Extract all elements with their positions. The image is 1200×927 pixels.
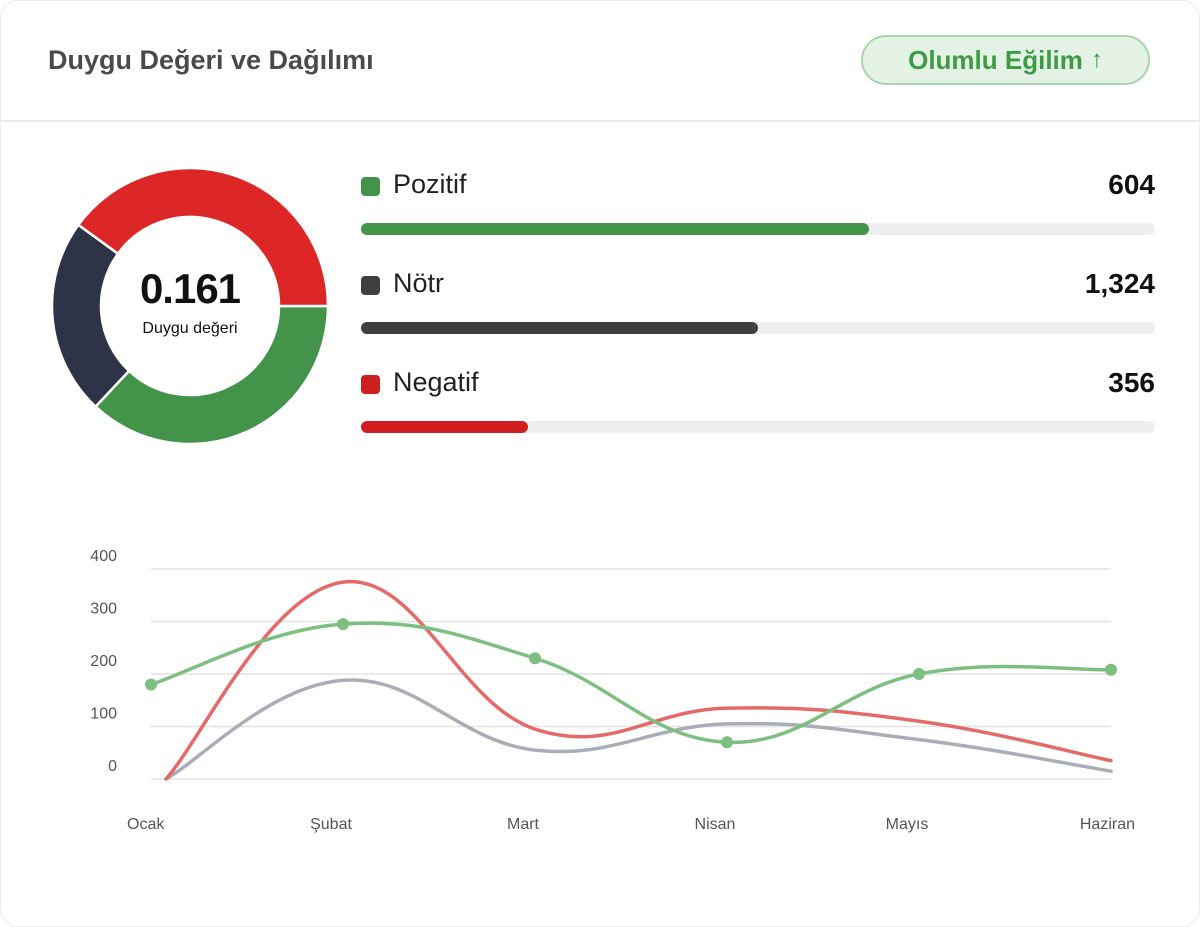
positive-label: Pozitif — [393, 169, 467, 199]
negative-bar-fill — [361, 421, 528, 433]
distribution-row-positive: Pozitif 604 — [361, 169, 1155, 239]
monthly-sentiment-line-chart: 0 100 200 300 400 Ocak Şubat Mart Nisan Mayıs Hazi… — [90, 548, 1135, 833]
series-line-red — [164, 579, 1113, 781]
series-point — [529, 652, 541, 665]
y-tick-label: 300 — [90, 601, 117, 618]
y-tick-label: 400 — [90, 548, 117, 565]
series-line-green — [149, 621, 1113, 745]
x-tick-label: Haziran — [1080, 816, 1135, 833]
positive-bar-track — [361, 223, 1155, 235]
x-tick-label: Mayıs — [886, 816, 929, 833]
negative-bar-track — [361, 421, 1155, 433]
negative-count: 356 — [1108, 367, 1155, 398]
distribution-row-negative: Negatif 356 — [361, 367, 1155, 437]
negative-swatch — [361, 375, 380, 394]
donut-slice-negative — [76, 167, 329, 308]
distribution-row-neutral: Nötr 1,324 — [361, 268, 1155, 338]
x-tick-label: Nisan — [695, 816, 736, 833]
series-point — [721, 736, 733, 749]
x-tick-label: Mart — [507, 816, 540, 833]
neutral-swatch — [361, 276, 380, 295]
negative-label: Negatif — [393, 367, 479, 397]
sentiment-donut-chart — [51, 167, 329, 445]
x-tick-label: Şubat — [310, 816, 352, 833]
positive-count: 604 — [1108, 169, 1155, 200]
donut-slice-positive — [93, 304, 329, 445]
neutral-label: Nötr — [393, 268, 445, 298]
positive-swatch — [361, 177, 380, 196]
positive-bar-fill — [361, 223, 870, 235]
y-tick-label: 0 — [108, 758, 117, 775]
sentiment-score-label: Duygu değeri — [142, 320, 238, 337]
x-tick-label: Ocak — [127, 816, 165, 833]
series-point — [337, 618, 349, 631]
series-point — [913, 668, 925, 680]
sentiment-score: 0.161 — [139, 265, 241, 312]
series-line-gray — [164, 678, 1113, 781]
series-point — [1105, 663, 1117, 676]
card-title: Duygu Değeri ve Dağılımı — [48, 45, 374, 75]
neutral-count: 1,324 — [1084, 268, 1155, 299]
series-point — [145, 678, 157, 691]
neutral-bar-track — [361, 322, 1155, 334]
trend-badge-label: Olumlu Eğilim — [908, 44, 1083, 75]
neutral-bar-fill — [361, 322, 758, 334]
y-tick-label: 200 — [90, 653, 117, 670]
y-tick-label: 100 — [90, 706, 117, 723]
arrow-up-icon: ↑ — [1090, 46, 1103, 73]
card-header: Duygu Değeri ve Dağılımı Olumlu Eğilim ↑ — [1, 1, 1199, 122]
positive-trend-badge[interactable]: Olumlu Eğilim ↑ — [861, 35, 1150, 85]
donut-center: 0.161 Duygu değeri — [51, 167, 329, 445]
